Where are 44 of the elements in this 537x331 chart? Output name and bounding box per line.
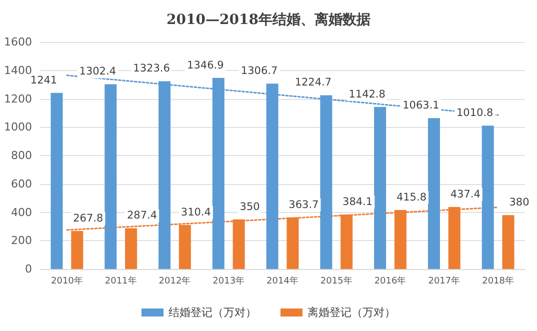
y-tick-label: 800 <box>11 149 32 162</box>
bar <box>50 92 63 269</box>
data-label: 1063.1 <box>402 100 440 112</box>
y-tick-label: 600 <box>11 177 32 190</box>
data-label: 267.8 <box>73 212 104 225</box>
data-label: 363.7 <box>288 198 319 211</box>
x-tick-label: 2018年 <box>482 276 514 286</box>
data-label: 437.4 <box>450 188 481 200</box>
y-tick-label: 200 <box>11 234 32 248</box>
bar <box>104 84 117 269</box>
data-label: 1323.6 <box>133 62 170 75</box>
legend-label: 离婚登记（万对） <box>308 306 396 319</box>
x-tick-label: 2013年 <box>212 276 245 286</box>
data-label: 1302.4 <box>79 66 116 78</box>
data-label: 1346.9 <box>187 59 224 72</box>
x-tick-label: 2011年 <box>104 276 137 286</box>
data-label: 1241 <box>30 74 58 86</box>
data-label: 1224.7 <box>294 76 332 89</box>
bar <box>482 126 494 269</box>
data-label: 384.1 <box>342 196 373 208</box>
chart-title: 2010—2018年结婚、离婚数据 <box>166 11 370 28</box>
y-tick-label: 400 <box>11 206 32 219</box>
data-label: 415.8 <box>396 192 427 204</box>
x-tick-label: 2014年 <box>266 276 298 286</box>
bar <box>502 215 514 269</box>
x-tick-label: 2016年 <box>374 276 406 286</box>
x-tick-label: 2015年 <box>320 276 352 286</box>
data-label: 380 <box>509 196 530 209</box>
y-tick-label: 1400 <box>4 64 32 77</box>
data-label: 287.4 <box>127 210 158 222</box>
x-tick-label: 2012年 <box>158 276 191 286</box>
bar <box>428 118 440 269</box>
data-label: 1142.8 <box>348 88 386 100</box>
data-label: 350 <box>240 200 260 213</box>
data-label: 1010.8 <box>456 107 494 120</box>
data-label: 310.4 <box>180 206 212 218</box>
y-tick-label: 0 <box>25 262 32 276</box>
y-tick-label: 1600 <box>4 36 32 48</box>
y-tick-label: 1200 <box>4 92 32 106</box>
legend-label: 结婚登记（万对） <box>168 306 256 319</box>
x-tick-label: 2017年 <box>428 276 460 286</box>
x-tick-label: 2010年 <box>50 276 83 286</box>
y-tick-label: 1000 <box>4 120 32 134</box>
data-label: 1306.7 <box>240 65 278 78</box>
